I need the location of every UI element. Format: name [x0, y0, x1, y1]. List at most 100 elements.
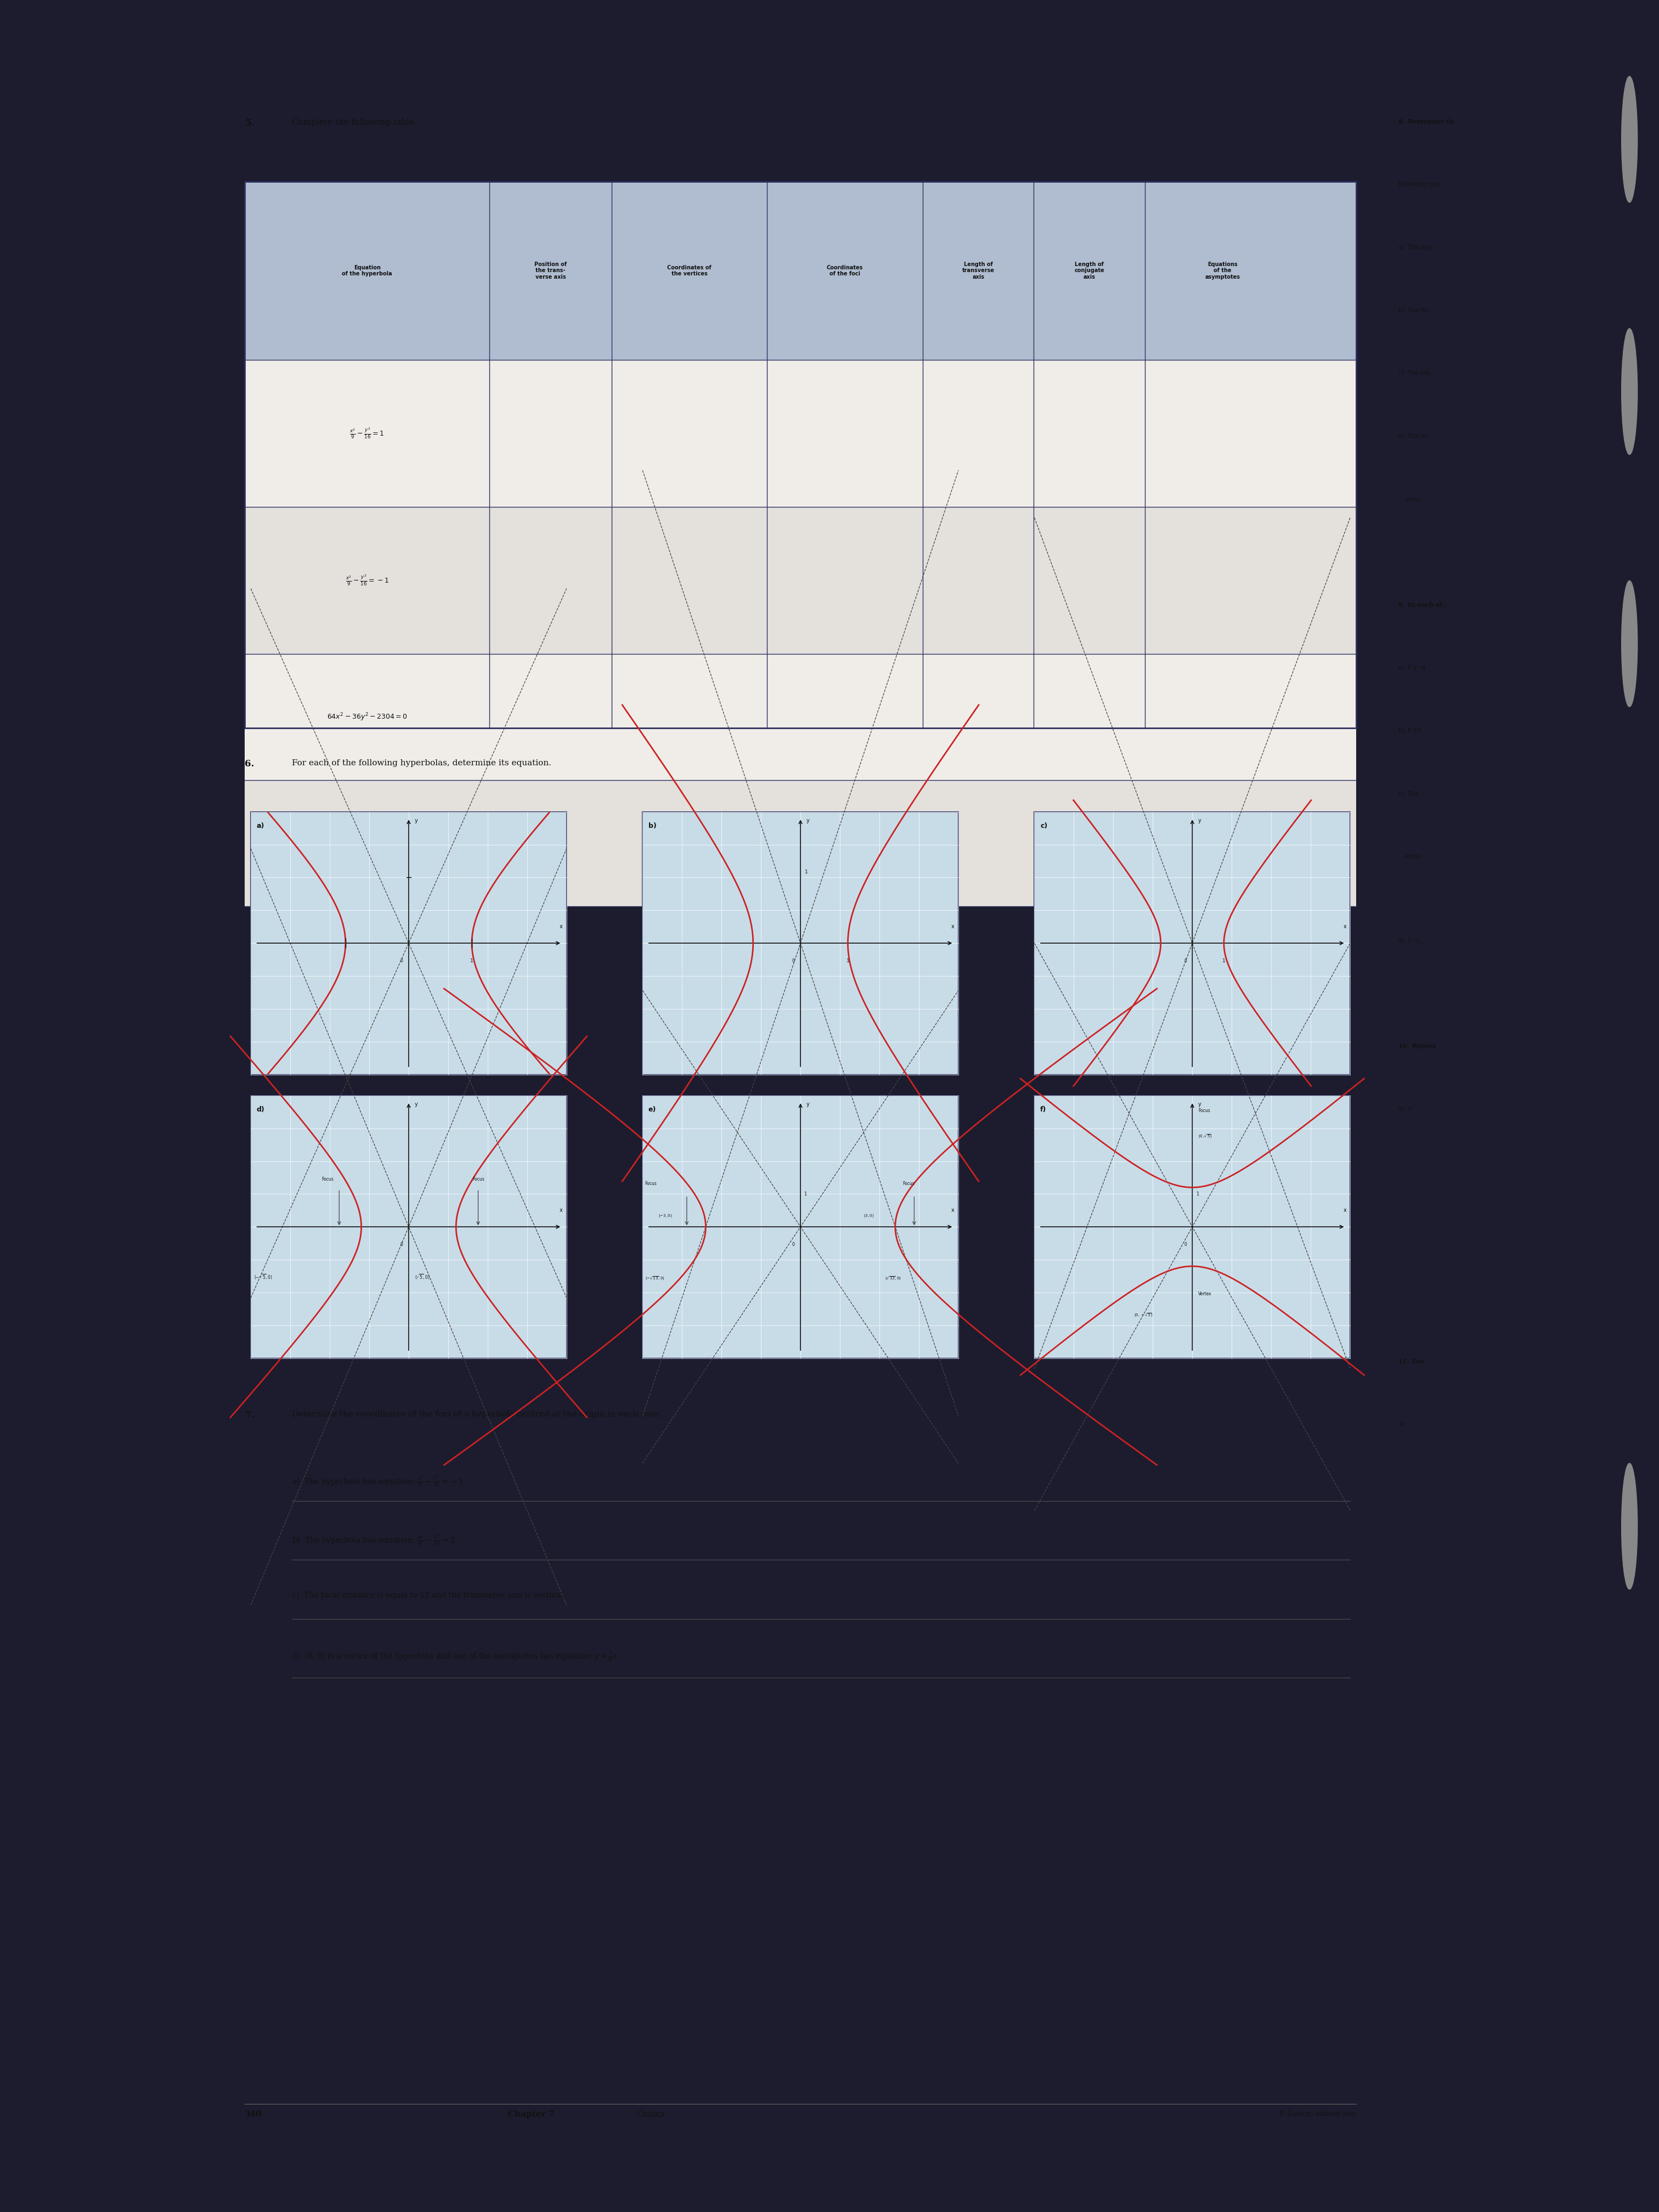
Bar	[246, 507, 1355, 655]
Text: x: x	[559, 1208, 562, 1212]
Bar	[246, 181, 1355, 728]
Text: Coordinates of
the vertices: Coordinates of the vertices	[667, 265, 712, 276]
Text: a): a)	[257, 823, 264, 830]
Text: 10. Repres: 10. Repres	[1399, 1044, 1437, 1048]
Text: 8. Determine th: 8. Determine th	[1399, 119, 1453, 124]
Text: b): b)	[649, 823, 657, 830]
Text: a) F₁(−4: a) F₁(−4	[1399, 664, 1425, 670]
Text: Focus: Focus	[1198, 1108, 1209, 1113]
Text: Focus: Focus	[902, 1181, 914, 1186]
Text: Complete the following table.: Complete the following table.	[292, 119, 416, 126]
Text: 340: 340	[246, 2110, 262, 2119]
Text: $(0,\sqrt{5})$: $(0,\sqrt{5})$	[1198, 1133, 1213, 1139]
Circle shape	[1621, 1464, 1637, 1590]
Text: $(-\sqrt{5},0)$: $(-\sqrt{5},0)$	[254, 1274, 274, 1281]
Text: $\frac{x^2}{9} - \frac{y^2}{16} = -1$: $\frac{x^2}{9} - \frac{y^2}{16} = -1$	[345, 575, 388, 586]
Text: 0: 0	[1185, 958, 1186, 962]
Text: $\frac{x^2}{9} - \frac{y^2}{16} = 1$: $\frac{x^2}{9} - \frac{y^2}{16} = 1$	[350, 427, 385, 440]
Text: b)  The hyperbola has equation: $\frac{x^2}{4} - \frac{y^2}{25} = 1$.: b) The hyperbola has equation: $\frac{x^…	[292, 1533, 458, 1546]
Text: 5.: 5.	[246, 119, 254, 128]
Text: 6.: 6.	[246, 759, 254, 768]
Text: $64x^2 - 36y^2 - 2304 = 0$: $64x^2 - 36y^2 - 2304 = 0$	[327, 712, 408, 723]
Text: y: y	[415, 1102, 418, 1106]
Text: Focus: Focus	[473, 1177, 484, 1181]
Circle shape	[1621, 582, 1637, 708]
Text: Length of
transverse
axis: Length of transverse axis	[962, 261, 994, 279]
Text: © Guérin, éditeur ltée: © Guérin, éditeur ltée	[1279, 2110, 1355, 2117]
Text: y: y	[806, 818, 810, 823]
Text: 1: 1	[805, 869, 808, 874]
Text: 11. Des: 11. Des	[1399, 1358, 1425, 1365]
Text: y: y	[1198, 1102, 1201, 1106]
Text: 0: 0	[400, 958, 403, 962]
Text: $(0,-\sqrt{3})$: $(0,-\sqrt{3})$	[1133, 1312, 1153, 1318]
Text: c) The tra: c) The tra	[1399, 372, 1430, 376]
Text: y: y	[1198, 818, 1201, 823]
Text: a): a)	[1399, 1422, 1405, 1427]
Text: d) The co: d) The co	[1399, 434, 1428, 440]
Bar	[642, 1095, 959, 1358]
Text: Focus: Focus	[645, 1181, 657, 1186]
Text: For each of the following hyperbolas, determine its equation.: For each of the following hyperbolas, de…	[292, 759, 551, 768]
Text: $(-3,0)$: $(-3,0)$	[659, 1212, 672, 1219]
Text: e): e)	[649, 1106, 657, 1113]
Circle shape	[1621, 77, 1637, 204]
Text: 1: 1	[469, 958, 473, 962]
Text: c)  The focal distance is equal to 12 and the transverse axis is vertical.: c) The focal distance is equal to 12 and…	[292, 1590, 566, 1599]
Text: y: y	[415, 818, 418, 823]
Text: b) F₁(0,: b) F₁(0,	[1399, 728, 1423, 734]
Text: 9. In each of :: 9. In each of :	[1399, 602, 1447, 608]
Text: $(\sqrt{13},0)$: $(\sqrt{13},0)$	[884, 1274, 901, 1281]
Bar	[251, 1095, 567, 1358]
Bar	[642, 812, 959, 1075]
Text: $(\sqrt{5},0)$: $(\sqrt{5},0)$	[415, 1274, 430, 1281]
Bar	[1035, 1095, 1350, 1358]
Text: f): f)	[1040, 1106, 1047, 1113]
Text: 1: 1	[846, 958, 849, 962]
Bar	[1035, 812, 1350, 1075]
Text: x: x	[951, 925, 954, 929]
Text: Equations
of the
asymptotes: Equations of the asymptotes	[1204, 261, 1241, 279]
Text: y: y	[806, 1102, 810, 1106]
Text: 0: 0	[1185, 1241, 1186, 1248]
Text: Vertex: Vertex	[1198, 1292, 1211, 1296]
Text: a)  The hyperbola has equation: $\frac{x^2}{9} - \frac{y^2}{4} = -1$.: a) The hyperbola has equation: $\frac{x^…	[292, 1473, 466, 1489]
Text: d)  (8, 0) is a vertex of the hyperbola and one of the asymptotes has equation: : d) (8, 0) is a vertex of the hyperbola a…	[292, 1650, 620, 1663]
Text: units.: units.	[1399, 498, 1422, 502]
Text: 0: 0	[400, 1241, 403, 1248]
Text: $(3,0)$: $(3,0)$	[864, 1212, 874, 1219]
Text: x: x	[1344, 1208, 1347, 1212]
Text: a) The hyp: a) The hyp	[1399, 246, 1432, 250]
Text: Focus: Focus	[322, 1177, 333, 1181]
Bar	[246, 361, 1355, 507]
Text: x: x	[559, 925, 562, 929]
Bar	[246, 655, 1355, 781]
Text: $(-\sqrt{13},0)$: $(-\sqrt{13},0)$	[645, 1274, 665, 1281]
Text: Conics: Conics	[637, 2110, 665, 2119]
Bar	[246, 181, 1355, 361]
Text: Coordinates
of the foci: Coordinates of the foci	[826, 265, 863, 276]
Text: c) The: c) The	[1399, 792, 1418, 796]
Text: Equation
of the hyperbola: Equation of the hyperbola	[342, 265, 392, 276]
Text: a) x²: a) x²	[1399, 1106, 1413, 1113]
Text: c): c)	[1040, 823, 1047, 830]
Text: d) (−2,: d) (−2,	[1399, 938, 1422, 945]
Text: b) The hy: b) The hy	[1399, 307, 1428, 314]
Text: 1: 1	[805, 1192, 806, 1197]
Text: following cas: following cas	[1399, 181, 1438, 186]
Text: Length of
conjugate
axis: Length of conjugate axis	[1075, 261, 1105, 279]
Text: $x^2 - 2y^2 + 2 = 0$: $x^2 - 2y^2 + 2 = 0$	[340, 838, 395, 849]
Text: x: x	[1344, 925, 1347, 929]
Text: d): d)	[257, 1106, 265, 1113]
Text: 1: 1	[1223, 958, 1226, 962]
Text: 7.: 7.	[246, 1411, 254, 1420]
Text: Position of
the trans-
verse axis: Position of the trans- verse axis	[534, 261, 567, 279]
Text: 0: 0	[791, 958, 795, 962]
Text: x: x	[951, 1208, 954, 1212]
Text: Determine the coordinates of the foci of a hyperbola centred at the origin in ea: Determine the coordinates of the foci of…	[292, 1411, 662, 1418]
Text: 0: 0	[791, 1241, 795, 1248]
Text: Chapter 7: Chapter 7	[508, 2110, 554, 2119]
Bar	[251, 812, 567, 1075]
Circle shape	[1621, 330, 1637, 456]
Bar	[246, 781, 1355, 907]
